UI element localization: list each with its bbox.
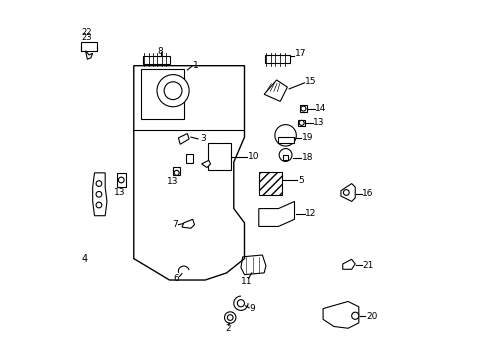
Text: 13: 13 (313, 118, 325, 127)
Bar (298, 120, 305, 126)
Polygon shape (201, 160, 210, 167)
Polygon shape (178, 134, 189, 144)
Text: 12: 12 (305, 210, 316, 219)
Text: 23: 23 (81, 33, 91, 42)
Text: 10: 10 (247, 152, 259, 161)
Bar (299, 105, 307, 112)
Circle shape (96, 181, 102, 186)
Text: 17: 17 (294, 49, 305, 58)
Text: 15: 15 (305, 77, 316, 86)
Text: 22: 22 (81, 28, 91, 37)
Text: 19: 19 (301, 133, 312, 142)
Circle shape (164, 82, 182, 100)
Bar (277, 137, 293, 143)
Text: 3: 3 (200, 134, 206, 143)
Text: 14: 14 (315, 104, 326, 113)
Bar (207, 143, 231, 170)
Circle shape (237, 300, 244, 307)
Text: 21: 21 (362, 261, 373, 270)
Bar (264, 55, 289, 63)
Text: 13: 13 (114, 188, 126, 197)
Text: 20: 20 (365, 312, 377, 321)
Text: 6: 6 (173, 274, 179, 283)
Bar (141, 69, 183, 119)
Text: 16: 16 (362, 189, 373, 198)
Bar (142, 56, 169, 64)
Circle shape (224, 312, 235, 323)
Circle shape (300, 106, 305, 111)
Circle shape (343, 190, 348, 195)
Text: 8: 8 (157, 47, 163, 56)
Text: 11: 11 (240, 277, 251, 286)
Polygon shape (182, 219, 194, 228)
Text: 7: 7 (172, 220, 177, 229)
Polygon shape (258, 202, 294, 226)
Polygon shape (342, 259, 354, 269)
Text: 4: 4 (81, 253, 87, 264)
Circle shape (157, 75, 189, 107)
Polygon shape (340, 184, 354, 202)
Circle shape (118, 177, 124, 183)
Bar (173, 167, 180, 175)
Polygon shape (323, 301, 358, 328)
Text: 9: 9 (249, 304, 255, 313)
Text: 13: 13 (166, 177, 178, 186)
Circle shape (299, 120, 304, 125)
Text: 5: 5 (298, 176, 303, 185)
Circle shape (274, 125, 296, 146)
Circle shape (96, 202, 102, 208)
Circle shape (96, 192, 102, 197)
Text: 2: 2 (225, 324, 231, 333)
Bar (81, 41, 97, 50)
Bar (117, 173, 125, 187)
Polygon shape (282, 155, 288, 160)
Bar (185, 154, 192, 163)
Bar (258, 172, 281, 195)
Circle shape (174, 170, 179, 175)
Circle shape (279, 149, 291, 161)
Polygon shape (241, 255, 265, 275)
Circle shape (351, 312, 358, 319)
Polygon shape (85, 51, 93, 59)
Polygon shape (264, 80, 287, 102)
Text: 1: 1 (193, 61, 199, 70)
Polygon shape (93, 173, 107, 216)
Text: 18: 18 (301, 153, 312, 162)
Circle shape (227, 315, 233, 320)
